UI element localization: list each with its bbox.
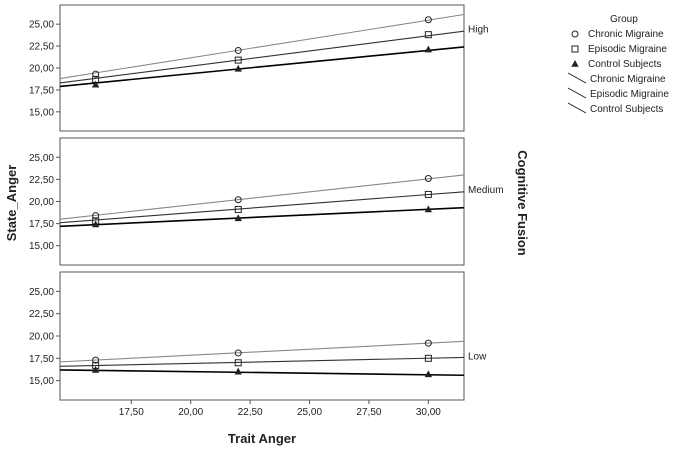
y-tick-label: 17,50: [29, 354, 54, 365]
data-point: [424, 370, 433, 378]
legend-label: Episodic Migraine: [590, 89, 669, 100]
data-point: [234, 349, 242, 357]
y-tick-label: 15,00: [29, 376, 54, 387]
data-point: [424, 339, 432, 347]
fit-line: [59, 340, 465, 363]
data-point: [424, 45, 433, 53]
fit-line: [59, 13, 465, 80]
y-axis-label: State_Anger: [4, 165, 19, 242]
legend-marker: [571, 45, 579, 53]
x-tick-label: 27,50: [356, 407, 381, 418]
x-tick-label: 22,50: [238, 407, 263, 418]
data-point: [424, 190, 432, 198]
y-tick-label: 22,50: [29, 175, 54, 186]
data-point: [92, 356, 100, 364]
legend-marker: [571, 30, 579, 38]
y-tick-label: 25,00: [29, 287, 54, 298]
panel-frame: [59, 137, 465, 266]
fit-line: [59, 369, 465, 377]
legend-line-symbol: [567, 72, 587, 84]
y-tick-label: 25,00: [29, 20, 54, 31]
y-tick-label: 20,00: [29, 197, 54, 208]
legend-marker: [571, 59, 579, 67]
panel-frame: [59, 271, 465, 401]
data-point: [92, 212, 100, 220]
fit-line: [59, 46, 465, 88]
data-point: [424, 16, 432, 24]
panel-label: Low: [468, 351, 487, 362]
fit-line: [59, 30, 465, 84]
legend-line-symbol: [567, 87, 587, 99]
data-point: [91, 220, 100, 228]
data-point: [424, 205, 433, 213]
data-point: [234, 46, 242, 54]
panel-label: Medium: [468, 185, 504, 196]
y-tick-label: 20,00: [29, 64, 54, 75]
facet-axis-label: Cognitive Fusion: [515, 150, 530, 256]
legend-title: Group: [610, 14, 638, 25]
legend-label: Control Subjects: [590, 104, 663, 115]
fit-line: [59, 174, 465, 220]
data-point: [424, 175, 432, 182]
data-point: [424, 31, 432, 39]
data-point: [234, 64, 242, 72]
y-tick-label: 22,50: [29, 309, 54, 320]
y-tick-label: 22,50: [29, 42, 54, 53]
x-axis-label: Trait Anger: [228, 431, 296, 446]
data-point: [91, 365, 100, 373]
y-tick-label: 25,00: [29, 153, 54, 164]
y-tick-label: 15,00: [29, 107, 54, 118]
fit-line: [59, 206, 465, 228]
legend-label: Chronic Migraine: [588, 29, 664, 40]
y-tick-label: 15,00: [29, 241, 54, 252]
data-point: [92, 70, 100, 78]
fit-line: [59, 356, 465, 367]
x-tick-label: 17,50: [119, 407, 144, 418]
y-tick-label: 17,50: [29, 85, 54, 96]
data-point: [91, 80, 100, 88]
y-tick-label: 17,50: [29, 219, 54, 230]
x-tick-label: 20,00: [178, 407, 203, 418]
data-point: [234, 367, 242, 375]
data-point: [234, 359, 242, 367]
legend-label: Chronic Migraine: [590, 74, 666, 85]
legend-label: Control Subjects: [588, 59, 661, 70]
x-tick-label: 30,00: [416, 407, 441, 418]
fit-line: [59, 191, 465, 224]
data-point: [234, 56, 242, 64]
data-point: [234, 196, 242, 204]
data-point: [234, 205, 242, 213]
legend-line-symbol: [567, 102, 587, 114]
x-tick-label: 25,00: [297, 407, 322, 418]
legend-label: Episodic Migraine: [588, 44, 667, 55]
y-tick-label: 20,00: [29, 332, 54, 343]
panel-label: High: [468, 25, 489, 36]
data-point: [234, 214, 242, 222]
data-point: [424, 354, 432, 362]
